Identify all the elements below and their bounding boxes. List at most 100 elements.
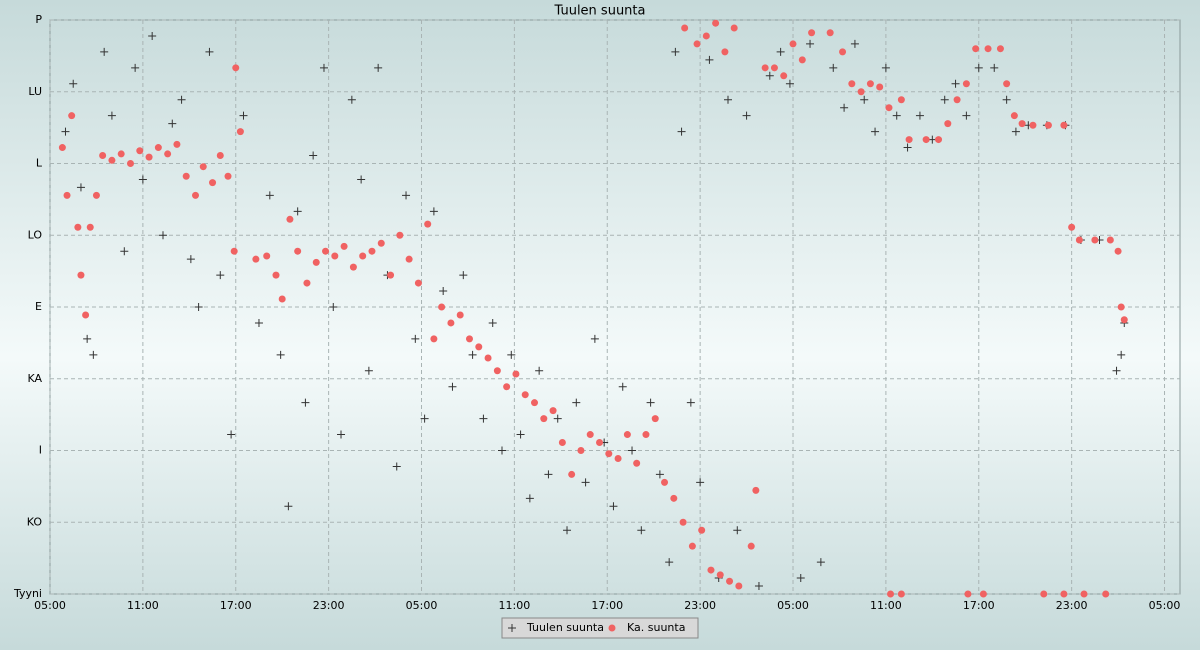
data-point	[829, 63, 838, 72]
data-point	[1003, 80, 1011, 88]
data-point	[596, 439, 604, 447]
data-point	[953, 96, 961, 104]
data-point	[962, 111, 971, 120]
data-point	[996, 45, 1004, 53]
data-point	[322, 247, 330, 255]
data-point	[642, 431, 650, 439]
data-point	[605, 450, 613, 458]
y-tick-label: LU	[28, 85, 42, 98]
data-point	[507, 350, 516, 359]
data-point	[1080, 590, 1088, 598]
data-point	[628, 446, 637, 455]
x-tick-label: 17:00	[963, 599, 995, 612]
x-tick-label: 11:00	[870, 599, 902, 612]
x-tick-label: 11:00	[499, 599, 531, 612]
legend: Tuulen suunta Ka. suunta	[508, 621, 685, 634]
data-point	[117, 150, 125, 158]
data-point	[1112, 366, 1121, 375]
data-point	[254, 318, 263, 327]
data-point	[414, 279, 422, 287]
data-point	[671, 47, 680, 56]
data-point	[693, 40, 701, 48]
x-tick-label: 05:00	[34, 599, 66, 612]
data-point	[145, 153, 153, 161]
y-tick-label: KO	[27, 515, 43, 528]
data-point	[154, 144, 162, 152]
data-point	[82, 311, 90, 319]
data-point	[164, 150, 172, 158]
data-point	[263, 252, 271, 260]
data-point	[840, 103, 849, 112]
data-point	[897, 590, 905, 598]
data-point	[429, 207, 438, 216]
data-point	[935, 136, 943, 144]
data-point	[637, 526, 646, 535]
data-point	[860, 95, 869, 104]
data-point	[303, 279, 311, 287]
data-point	[686, 398, 695, 407]
data-point	[430, 335, 438, 343]
data-point	[905, 136, 913, 144]
data-point	[1114, 247, 1122, 255]
data-point	[475, 343, 483, 351]
data-point	[857, 88, 865, 96]
data-point	[392, 462, 401, 471]
data-point	[357, 175, 366, 184]
data-point	[405, 255, 413, 263]
data-point	[99, 152, 107, 160]
legend-label: Ka. suunta	[627, 621, 685, 634]
legend-marker	[508, 624, 516, 632]
data-point	[940, 95, 949, 104]
data-point	[58, 144, 66, 152]
data-point	[1029, 121, 1037, 129]
y-tick-label: E	[35, 300, 42, 313]
data-point	[120, 247, 129, 256]
data-point	[168, 119, 177, 128]
data-point	[309, 151, 318, 160]
y-tick-label: LO	[28, 228, 43, 241]
data-point	[503, 383, 511, 391]
data-point	[698, 526, 706, 534]
data-point	[230, 247, 238, 255]
data-point	[726, 577, 734, 585]
data-point	[337, 430, 346, 439]
data-point	[438, 303, 446, 311]
data-point	[915, 111, 924, 120]
data-point	[752, 486, 760, 494]
data-point	[735, 582, 743, 590]
data-point	[1106, 236, 1114, 244]
data-point	[707, 566, 715, 574]
data-point	[798, 56, 806, 64]
data-point	[808, 29, 816, 37]
data-point	[293, 207, 302, 216]
data-point	[881, 63, 890, 72]
legend-marker	[608, 624, 616, 632]
data-point	[276, 350, 285, 359]
data-point	[549, 407, 557, 415]
data-point	[402, 191, 411, 200]
data-point	[990, 63, 999, 72]
data-point	[186, 255, 195, 264]
data-point	[646, 398, 655, 407]
data-point	[216, 271, 225, 280]
data-point	[484, 354, 492, 362]
data-point	[742, 111, 751, 120]
data-point	[850, 39, 859, 48]
data-point	[705, 55, 714, 64]
data-point	[553, 414, 562, 423]
data-point	[420, 414, 429, 423]
data-point	[148, 31, 157, 40]
x-tick-label: 17:00	[591, 599, 623, 612]
data-point	[387, 271, 395, 279]
data-point	[272, 271, 280, 279]
data-point	[590, 334, 599, 343]
data-point	[922, 136, 930, 144]
data-point	[972, 45, 980, 53]
data-point	[1002, 95, 1011, 104]
chart-title: Tuulen suunta	[554, 4, 646, 19]
data-point	[209, 179, 217, 187]
data-point	[962, 80, 970, 88]
y-tick-label: Tyyni	[13, 587, 42, 600]
data-point	[586, 431, 594, 439]
